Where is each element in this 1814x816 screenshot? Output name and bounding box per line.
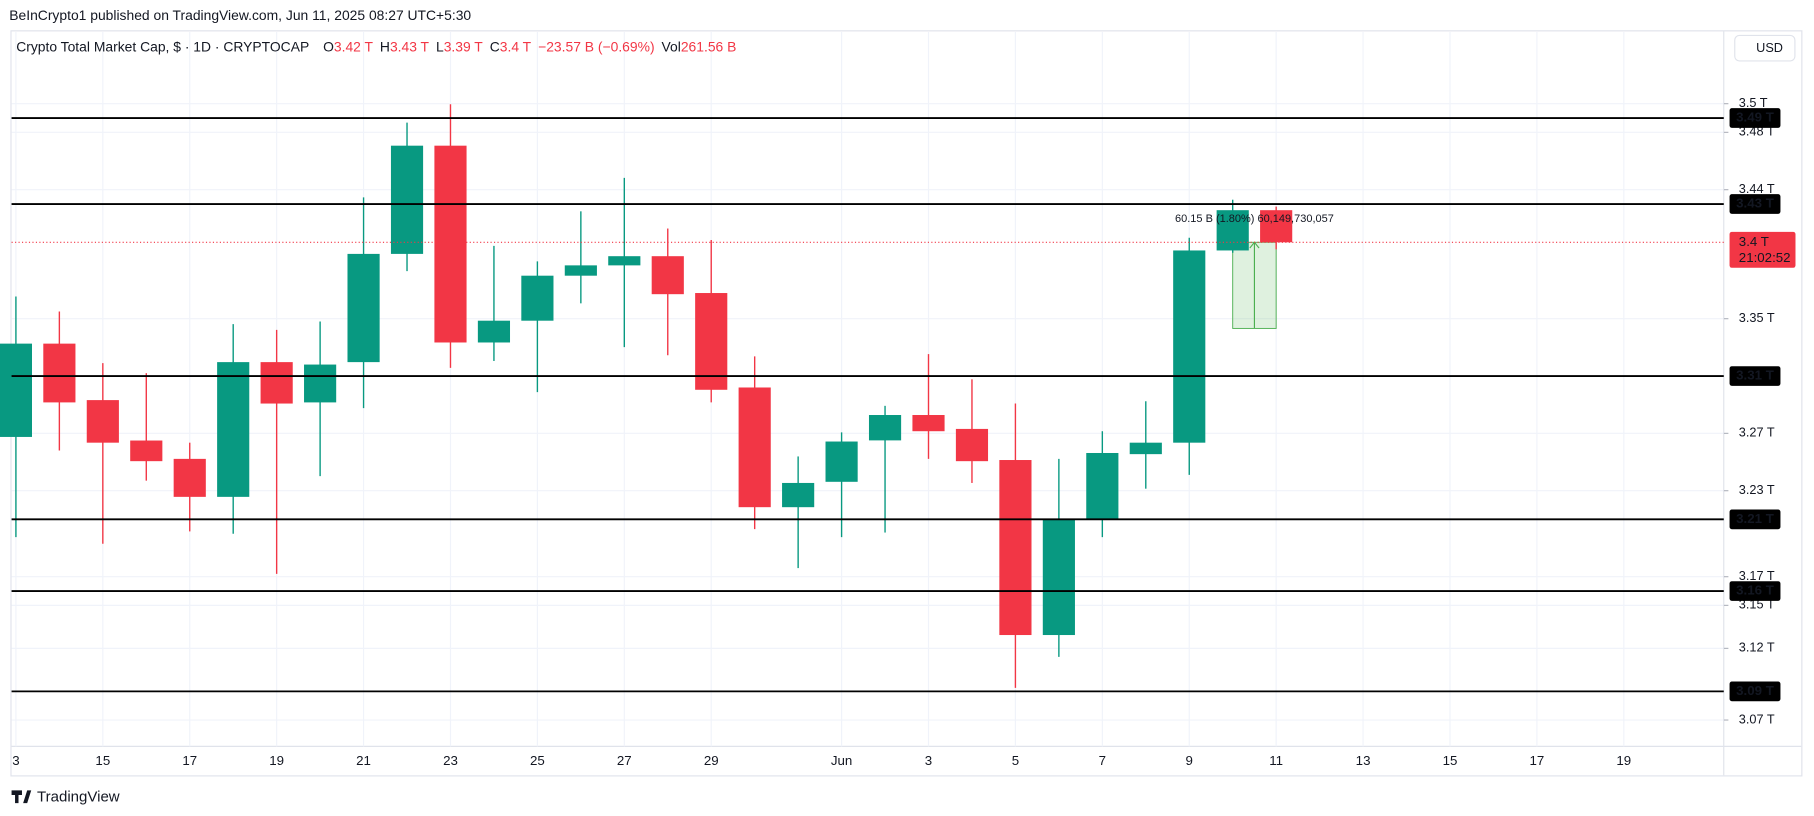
candle-body <box>782 482 815 508</box>
candle-body <box>825 441 858 482</box>
x-tick-label: 17 <box>182 753 197 768</box>
candle-body <box>1173 250 1206 443</box>
candle-body <box>1129 442 1162 455</box>
legend-key: H <box>380 38 390 54</box>
level-label: 3.49 T <box>1736 110 1774 125</box>
brand-logo: TradingView <box>11 788 120 805</box>
countdown: 21:02:52 <box>1739 250 1791 265</box>
candle-body <box>130 440 163 462</box>
candle-body <box>521 275 554 321</box>
candle-body <box>1260 210 1293 243</box>
x-tick-label: 7 <box>1099 753 1106 768</box>
currency-label: USD <box>1756 40 1783 55</box>
y-tick-label: 3.17 T <box>1739 568 1775 583</box>
legend: Crypto Total Market Cap, $ · 1D · CRYPTO… <box>16 38 736 54</box>
candle-body <box>738 387 771 508</box>
legend-value: 3.4 T <box>500 38 532 54</box>
candle-body <box>390 145 424 254</box>
x-tick-label: 9 <box>1186 753 1193 768</box>
candle-body <box>477 320 511 343</box>
candle-body <box>217 362 250 497</box>
x-tick-label: 5 <box>1012 753 1019 768</box>
legend-value: 3.43 T <box>390 38 430 54</box>
level-label: 3.31 T <box>1736 368 1774 383</box>
candle-body <box>1042 518 1075 636</box>
candle-body <box>651 256 684 295</box>
legend-value: 261.56 B <box>681 38 737 54</box>
level-label-box <box>1729 108 1781 128</box>
level-label-box <box>1729 581 1781 601</box>
y-tick-label: 3.5 T <box>1739 95 1768 110</box>
level-label-box <box>1729 366 1781 386</box>
symbol-title: Crypto Total Market Cap, $ · 1D · CRYPTO… <box>16 38 309 54</box>
last-price-box <box>1729 231 1796 268</box>
candle-body <box>695 293 728 390</box>
candle-body <box>0 343 32 437</box>
y-tick-label: 3.23 T <box>1739 482 1775 497</box>
x-tick-label: 27 <box>617 753 632 768</box>
legend-value: 3.39 T <box>444 38 484 54</box>
candle-body <box>955 428 989 462</box>
x-tick-label: 19 <box>269 753 284 768</box>
y-tick-label: 3.44 T <box>1739 181 1775 196</box>
legend-key: Vol <box>662 38 681 54</box>
legend-key: C <box>490 38 500 54</box>
y-tick-label: 3.07 T <box>1739 711 1775 726</box>
candle-body <box>434 145 467 343</box>
level-label-box <box>1729 509 1781 530</box>
x-tick-label: 11 <box>1269 753 1283 768</box>
candle-body <box>347 253 380 363</box>
published-note: BeInCrypto1 published on TradingView.com… <box>9 7 471 23</box>
x-tick-label: 29 <box>704 753 719 768</box>
candle-body <box>608 256 641 266</box>
candle-body <box>868 415 902 441</box>
x-tick-label: 13 <box>1356 753 1371 768</box>
y-tick-label: 3.35 T <box>1739 310 1775 325</box>
y-tick-label: 3.27 T <box>1739 425 1775 440</box>
legend-value: −23.57 B (−0.69%) <box>538 38 654 54</box>
x-tick-label: 17 <box>1530 753 1545 768</box>
candle-body <box>912 415 945 432</box>
candle-body <box>173 458 206 497</box>
x-tick-label: 3 <box>12 753 19 768</box>
level-label-box <box>1729 681 1781 702</box>
x-tick-label: 15 <box>1443 753 1458 768</box>
candle-body <box>1086 452 1119 519</box>
logo-icon <box>11 790 32 804</box>
level-label: 3.09 T <box>1736 683 1774 698</box>
x-tick-label: 25 <box>530 753 545 768</box>
candle-body <box>260 362 293 404</box>
candle-body <box>304 364 337 403</box>
legend-value: 3.42 T <box>334 38 374 54</box>
x-tick-label: 19 <box>1616 753 1631 768</box>
level-label: 3.43 T <box>1736 196 1774 211</box>
candle-body <box>1216 210 1249 251</box>
candle-body <box>999 460 1032 636</box>
x-tick-label: 3 <box>925 753 932 768</box>
candle-body <box>43 343 76 403</box>
level-label-box <box>1729 194 1781 214</box>
level-label: 3.16 T <box>1736 583 1774 598</box>
x-tick-label: Jun <box>831 753 852 768</box>
x-tick-label: 21 <box>356 753 371 768</box>
brand-name: TradingView <box>37 788 120 805</box>
currency-button[interactable] <box>1734 34 1796 62</box>
legend-key: L <box>436 38 444 54</box>
measure-label: 60.15 B (1.80%) 60,149,730,057 <box>1175 213 1334 225</box>
x-tick-label: 15 <box>95 753 110 768</box>
legend-key: O <box>323 38 334 54</box>
level-label: 3.21 T <box>1736 511 1774 526</box>
last-price-label: 3.4 T <box>1739 234 1769 249</box>
y-tick-label: 3.12 T <box>1739 640 1775 655</box>
candle-body <box>86 400 119 443</box>
candle-body <box>564 265 597 276</box>
x-tick-label: 23 <box>443 753 458 768</box>
